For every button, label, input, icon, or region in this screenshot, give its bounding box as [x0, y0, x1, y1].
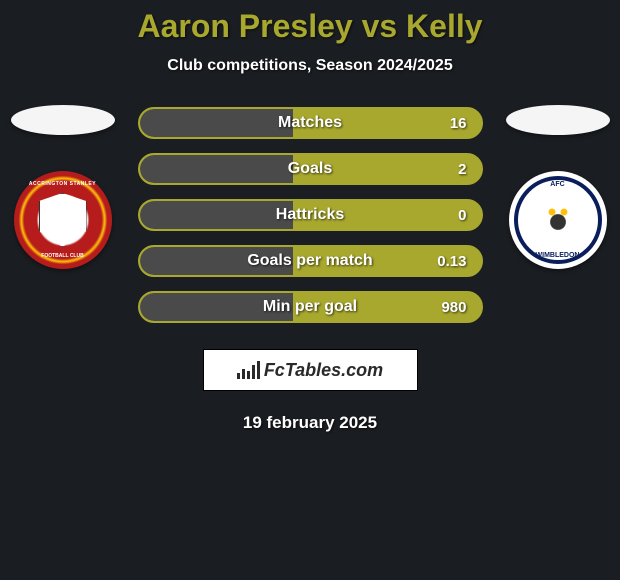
bar-chart-icon	[237, 361, 260, 379]
stat-label: Goals per match	[247, 252, 372, 270]
comparison-widget: Aaron Presley vs Kelly Club competitions…	[0, 0, 620, 433]
stat-fill	[140, 201, 293, 229]
crest-text: FOOTBALL CLUB	[41, 253, 83, 259]
stat-pill: Min per goal 980	[138, 291, 483, 323]
brand-text: FcTables.com	[264, 360, 383, 381]
main-row: ACCRINGTON STANLEY FOOTBALL CLUB Matches…	[0, 105, 620, 323]
crest-text: ACCRINGTON STANLEY	[29, 181, 96, 187]
stat-label: Min per goal	[263, 298, 357, 316]
left-column: ACCRINGTON STANLEY FOOTBALL CLUB	[8, 105, 118, 269]
stat-pill: Goals 2	[138, 153, 483, 185]
stat-pill: Goals per match 0.13	[138, 245, 483, 277]
date-line: 19 february 2025	[0, 413, 620, 433]
stat-label: Matches	[278, 114, 342, 132]
stat-value: 2	[458, 161, 466, 178]
player-photo-left	[11, 105, 115, 135]
brand-attribution[interactable]: FcTables.com	[203, 349, 418, 391]
stat-label: Goals	[288, 160, 332, 178]
stat-fill	[140, 155, 293, 183]
stats-column: Matches 16 Goals 2 Hattricks 0 Goals per match…	[138, 105, 483, 323]
stat-value: 0	[458, 207, 466, 224]
subtitle: Club competitions, Season 2024/2025	[0, 57, 620, 75]
player-photo-right	[506, 105, 610, 135]
club-crest-right: AFC WIMBLEDON	[509, 171, 607, 269]
crest-text: AFC	[550, 181, 564, 188]
crest-text: WIMBLEDON	[536, 252, 580, 259]
stat-value: 0.13	[437, 253, 466, 270]
right-column: AFC WIMBLEDON	[503, 105, 613, 269]
page-title: Aaron Presley vs Kelly	[0, 8, 620, 45]
stat-label: Hattricks	[276, 206, 344, 224]
club-crest-left: ACCRINGTON STANLEY FOOTBALL CLUB	[14, 171, 112, 269]
stat-fill	[140, 109, 293, 137]
stat-value: 980	[441, 299, 466, 316]
stat-value: 16	[450, 115, 467, 132]
stat-pill: Matches 16	[138, 107, 483, 139]
stat-pill: Hattricks 0	[138, 199, 483, 231]
